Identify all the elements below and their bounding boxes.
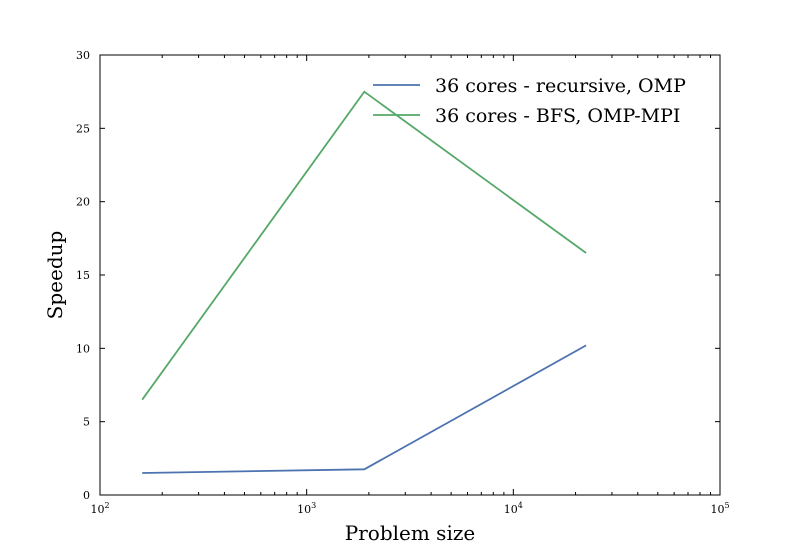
y-tick-label: 5	[83, 416, 90, 429]
legend-label-2: 36 cores - BFS, OMP-MPI	[435, 105, 680, 127]
y-tick-label: 15	[76, 269, 90, 282]
legend-label-1: 36 cores - recursive, OMP	[435, 75, 686, 97]
x-tick-label: 103	[297, 501, 316, 516]
y-tick-label: 10	[76, 342, 90, 355]
y-tick-label: 20	[76, 196, 90, 209]
legend: 36 cores - recursive, OMP 36 cores - BFS,…	[373, 75, 686, 127]
y-axis-ticks: 0 5 10 15 20 25 30	[76, 49, 720, 502]
plot-area	[99, 54, 721, 496]
y-tick-label: 25	[76, 122, 90, 135]
x-axis-label: Problem size	[345, 521, 475, 545]
x-tick-label: 102	[90, 501, 109, 516]
x-tick-label: 105	[710, 501, 729, 516]
series-lines	[141, 90, 587, 474]
series-line-2	[141, 90, 587, 401]
y-tick-label: 0	[83, 489, 90, 502]
x-axis-ticks: 102 103 104 105	[90, 55, 730, 516]
y-tick-label: 30	[76, 49, 90, 62]
x-tick-label: 104	[504, 501, 523, 516]
y-axis-label: Speedup	[43, 231, 67, 320]
series-line-1	[142, 344, 587, 474]
